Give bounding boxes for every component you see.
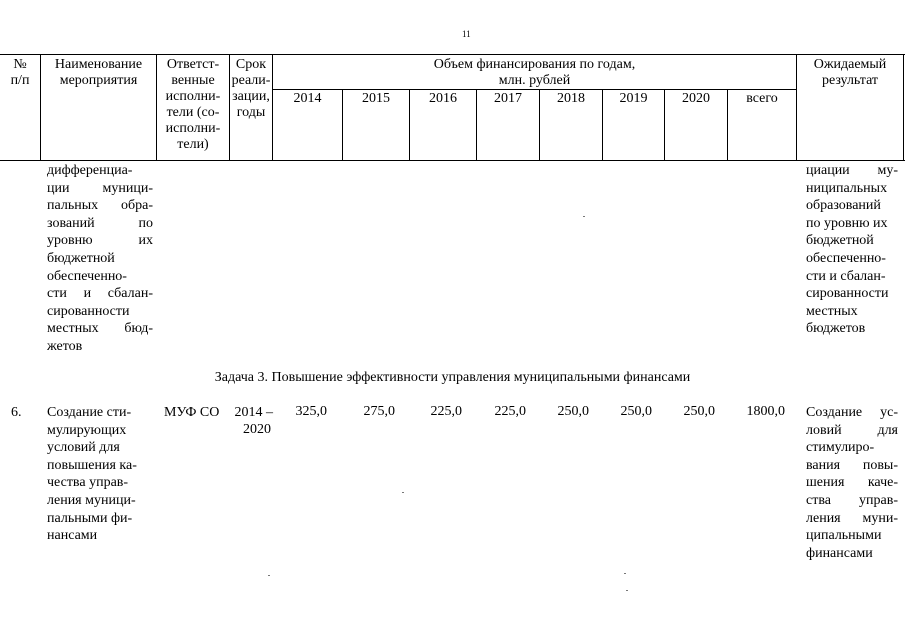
text-line: бюджетной bbox=[47, 250, 115, 266]
text-line: местных бюд- bbox=[47, 321, 153, 337]
scan-speck bbox=[583, 216, 585, 217]
text-line: обеспеченно- bbox=[806, 250, 886, 266]
text-line: обеспеченно- bbox=[47, 268, 127, 284]
task-heading: Задача 3. Повышение эффективности управл… bbox=[214, 370, 691, 385]
year-2016: 2016 bbox=[429, 91, 457, 106]
header-name: Наименование мероприятия bbox=[54, 57, 143, 88]
page-number: 11 bbox=[462, 29, 471, 39]
row6-number: 6. bbox=[11, 405, 22, 420]
row6-term-end: 2020 bbox=[243, 422, 271, 437]
text-line: сированности bbox=[47, 303, 130, 319]
text-line: Создание ус- bbox=[806, 405, 898, 420]
text-line: пальными фи- bbox=[47, 510, 133, 526]
text-line: стимулиро- bbox=[806, 440, 875, 456]
continued-name-cell: дифференциа- ции муници- пальных обра- з… bbox=[47, 162, 153, 356]
text-line: циации му- bbox=[806, 163, 898, 178]
text-line: сти и сбалан- bbox=[47, 286, 153, 302]
text-line: по уровню их bbox=[806, 215, 888, 231]
scan-speck bbox=[624, 573, 626, 574]
scan-speck bbox=[402, 492, 404, 493]
row6-value-2014: 325,0 bbox=[295, 404, 328, 419]
text-line: Создание сти- bbox=[47, 405, 132, 420]
year-2014: 2014 bbox=[293, 91, 322, 106]
text-line: шения каче- bbox=[806, 475, 898, 491]
row6-value-2019: 250,0 bbox=[620, 404, 653, 419]
text-line: ципальными bbox=[806, 528, 882, 544]
row6-result-cell: Создание ус- ловий для стимулиро- вания … bbox=[806, 404, 898, 562]
row6-value-total: 1800,0 bbox=[746, 404, 786, 419]
continued-result-cell: циации му- ниципальных образований по ур… bbox=[806, 162, 898, 338]
header-funding-line1: Объем финансирования по годам, bbox=[433, 57, 636, 72]
year-2018: 2018 bbox=[557, 91, 585, 106]
text-line: ления муни- bbox=[806, 510, 898, 526]
row6-name-cell: Создание сти- мулирующих условий для пов… bbox=[47, 404, 153, 545]
year-2020: 2020 bbox=[682, 91, 710, 106]
text-line: мулирующих bbox=[47, 422, 127, 438]
text-line: нансами bbox=[47, 528, 98, 544]
text-line: уровню их bbox=[47, 233, 153, 249]
row6-value-2017: 225,0 bbox=[494, 404, 527, 419]
text-line: условий для bbox=[47, 440, 120, 456]
header-result: Ожидаемый результат bbox=[813, 57, 887, 88]
row6-value-2015: 275,0 bbox=[363, 404, 396, 419]
year-2019: 2019 bbox=[619, 91, 648, 106]
year-2015: 2015 bbox=[362, 91, 390, 106]
text-line: повышения ка- bbox=[47, 457, 137, 473]
text-line: ниципальных bbox=[806, 180, 888, 196]
text-line: сированности bbox=[806, 286, 889, 302]
text-line: местных bbox=[806, 303, 858, 319]
header-funding-line2: млн. рублей bbox=[498, 73, 571, 88]
text-line: ловий для bbox=[806, 422, 898, 438]
text-line: дифференциа- bbox=[47, 163, 133, 178]
scan-speck bbox=[626, 590, 628, 591]
header-term: Срок реали- зации, годы bbox=[231, 57, 271, 120]
header-num: № п/п bbox=[10, 57, 30, 88]
row6-value-2018: 250,0 bbox=[557, 404, 590, 419]
text-line: зований по bbox=[47, 215, 153, 231]
text-line: ства управ- bbox=[806, 492, 898, 508]
row6-term-start: 2014 – bbox=[234, 405, 274, 420]
row6-value-2020: 250,0 bbox=[683, 404, 716, 419]
text-line: ления муници- bbox=[47, 492, 136, 508]
text-line: вания повы- bbox=[806, 457, 898, 473]
header-responsible: Ответст- венные исполни- тели (со- испол… bbox=[165, 57, 221, 152]
text-line: ции муници- bbox=[47, 180, 153, 196]
text-line: чества управ- bbox=[47, 475, 129, 491]
row6-value-2016: 225,0 bbox=[430, 404, 463, 419]
text-line: сти и сбалан- bbox=[806, 268, 886, 284]
row6-responsible: МУФ СО bbox=[164, 405, 220, 420]
text-line: жетов bbox=[47, 338, 83, 354]
year-total: всего bbox=[746, 91, 778, 106]
text-line: пальных обра- bbox=[47, 198, 153, 214]
scan-speck bbox=[268, 575, 270, 576]
year-2017: 2017 bbox=[494, 91, 522, 106]
text-line: бюджетной bbox=[806, 233, 874, 249]
text-line: бюджетов bbox=[806, 321, 866, 337]
text-line: образований bbox=[806, 198, 881, 214]
text-line: финансами bbox=[806, 545, 873, 561]
